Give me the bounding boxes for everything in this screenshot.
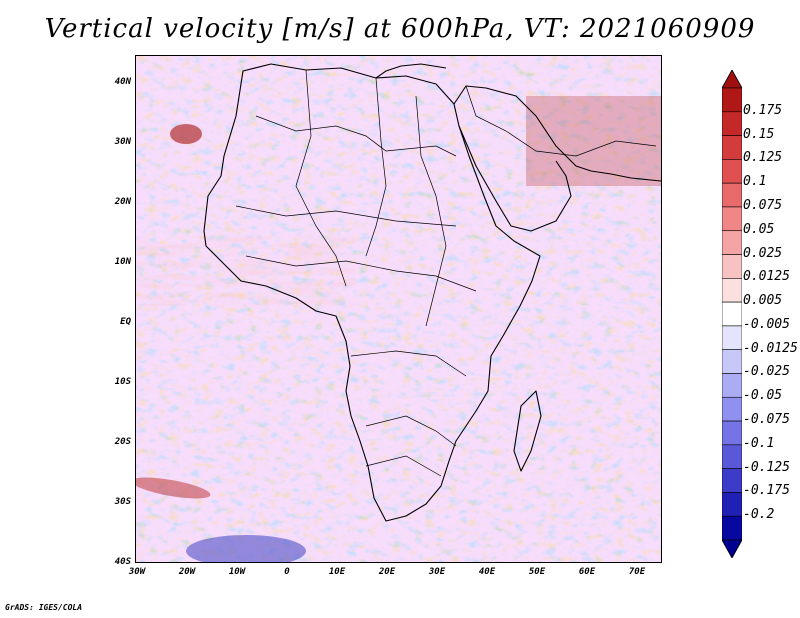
border-line xyxy=(465,85,657,157)
longitude-tick-label: 10W xyxy=(228,567,246,577)
colorbar-swatch xyxy=(722,325,742,350)
colorbar-swatch xyxy=(722,230,742,255)
colorbar-swatch xyxy=(722,87,742,113)
border-line xyxy=(415,95,447,327)
colorbar-swatch xyxy=(722,206,742,232)
colorbar-swatch xyxy=(722,135,742,160)
longitude-tick-label: 30E xyxy=(428,567,446,577)
colorbar-tick-label: 0.05 xyxy=(743,221,775,237)
colorbar-swatch xyxy=(722,444,742,469)
colorbar-tick-label: 0.005 xyxy=(743,293,783,309)
colorbar-tick-label: 0.1 xyxy=(743,174,767,190)
madagascar-coastline xyxy=(513,390,542,472)
colorbar-tick-label: 0.15 xyxy=(743,126,775,142)
colorbar-swatch xyxy=(722,301,742,327)
longitude-tick-label: 0 xyxy=(284,567,290,577)
longitude-tick-label: 70E xyxy=(628,567,646,577)
country-borders xyxy=(235,69,657,477)
chart-title: Vertical velocity [m/s] at 600hPa, VT: 2… xyxy=(44,14,756,44)
latitude-tick-label: 20N xyxy=(114,197,131,207)
longitude-tick-label: 20W xyxy=(178,567,196,577)
border-line xyxy=(245,255,477,292)
mediterranean-north-coast xyxy=(375,63,447,79)
colorbar-tick-label: 0.175 xyxy=(743,102,783,118)
colorbar-bottom-arrow xyxy=(722,539,742,558)
latitude-tick-label: 30S xyxy=(114,497,131,507)
colorbar-tick-label: -0.05 xyxy=(743,388,783,404)
colorbar-swatch xyxy=(722,278,742,303)
colorbar-swatch xyxy=(722,254,742,279)
red-sea-gulf-coastline xyxy=(458,125,572,232)
arabia-asia-coastline xyxy=(453,85,661,182)
colorbar-swatch xyxy=(722,349,742,374)
vertical-velocity-map xyxy=(136,56,661,562)
colorbar-swatch xyxy=(722,515,742,541)
colorbar-swatch xyxy=(722,396,742,422)
longitude-tick-label: 50E xyxy=(528,567,546,577)
latitude-tick-label: 40S xyxy=(114,557,131,567)
colorbar-tick-label: -0.005 xyxy=(743,316,790,332)
colorbar-swatch xyxy=(722,373,742,398)
colorbar xyxy=(722,70,742,558)
colorbar-tick-label: -0.075 xyxy=(743,412,790,428)
colorbar-tick-label: 0.075 xyxy=(743,197,783,213)
colorbar-swatch xyxy=(722,492,742,517)
colorbar-tick-label: -0.1 xyxy=(743,435,775,451)
colorbar-swatch xyxy=(722,468,742,493)
border-line xyxy=(295,69,347,287)
border-line xyxy=(235,205,457,227)
colorbar-tick-label: -0.2 xyxy=(743,507,775,523)
border-line xyxy=(255,115,457,157)
latitude-tick-label: 10S xyxy=(114,377,131,387)
colorbar-tick-label: 0.0125 xyxy=(743,269,790,285)
colorbar-tick-label: -0.175 xyxy=(743,483,790,499)
colorbar-tick-label: -0.025 xyxy=(743,364,790,380)
southern-updraft-band xyxy=(136,477,211,499)
colorbar-tick-label: 0.025 xyxy=(743,245,783,261)
latitude-tick-label: 30N xyxy=(114,137,131,147)
coastlines xyxy=(203,63,661,522)
border-line xyxy=(365,455,442,477)
border-line xyxy=(365,77,387,257)
latitude-tick-label: 10N xyxy=(114,257,131,267)
colorbar-swatch xyxy=(722,420,742,446)
colorbar-tick-label: -0.0125 xyxy=(743,340,798,356)
colorbar-tick-label: -0.125 xyxy=(743,459,790,475)
latitude-tick-label: 40N xyxy=(114,77,131,87)
colorbar-top-arrow xyxy=(722,70,742,89)
map-panel xyxy=(135,55,662,563)
longitude-tick-label: 60E xyxy=(578,567,596,577)
velocity-field xyxy=(136,56,661,562)
plateau-updraft-region xyxy=(526,96,661,186)
southern-downdraft-region xyxy=(186,535,306,562)
border-line xyxy=(365,415,457,447)
latitude-tick-label: 20S xyxy=(114,437,131,447)
colorbar-tick-label: 0.125 xyxy=(743,150,783,166)
border-line xyxy=(350,350,467,377)
longitude-tick-label: 10E xyxy=(328,567,346,577)
longitude-tick-label: 40E xyxy=(478,567,496,577)
atlantic-updraft-cell xyxy=(170,124,202,144)
longitude-tick-label: 20E xyxy=(378,567,396,577)
colorbar-swatch xyxy=(722,111,742,136)
africa-coastline xyxy=(203,63,541,522)
colorbar-swatch xyxy=(722,159,742,184)
latitude-tick-label: EQ xyxy=(120,317,131,327)
grads-credit: GrADS: IGES/COLA xyxy=(5,603,83,612)
colorbar-swatch xyxy=(722,182,742,208)
longitude-tick-label: 30W xyxy=(128,567,146,577)
itcz-band xyxy=(136,236,356,306)
